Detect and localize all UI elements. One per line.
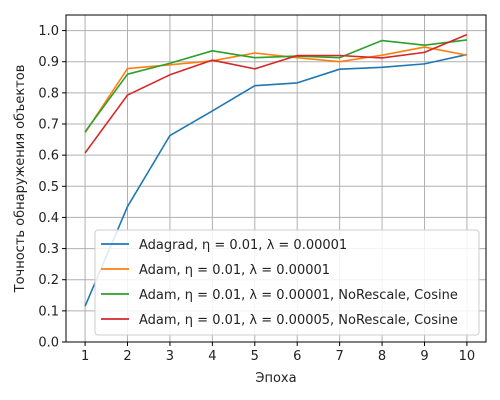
x-tick-label: 9 bbox=[420, 349, 428, 364]
y-tick-label: 0.3 bbox=[38, 242, 59, 257]
y-tick-label: 0.8 bbox=[38, 86, 59, 101]
x-tick-label: 7 bbox=[335, 349, 343, 364]
y-axis: 0.0 0.1 0.2 0.3 0.4 0.5 0.6 0.7 0.8 0.9 1.0 bbox=[38, 24, 66, 351]
legend-label: Adagrad, η = 0.01, λ = 0.00001 bbox=[139, 238, 347, 253]
y-tick-label: 0.9 bbox=[38, 55, 59, 70]
legend-label: Adam, η = 0.01, λ = 0.00001, NoRescale, … bbox=[139, 288, 458, 303]
x-tick-label: 8 bbox=[378, 349, 386, 364]
y-tick-label: 0.5 bbox=[38, 180, 59, 195]
x-tick-label: 1 bbox=[81, 349, 89, 364]
y-tick-label: 0.2 bbox=[38, 273, 59, 288]
y-tick-label: 0.0 bbox=[38, 336, 59, 351]
series-lines bbox=[84, 33, 468, 307]
series-line-3 bbox=[84, 39, 468, 133]
series-line-2 bbox=[84, 46, 468, 134]
y-tick-label: 1.0 bbox=[38, 24, 59, 39]
legend-label: Adam, η = 0.01, λ = 0.00001 bbox=[139, 263, 330, 278]
x-tick-label: 6 bbox=[293, 349, 301, 364]
plot-frame bbox=[65, 14, 487, 343]
legend: Adagrad, η = 0.01, λ = 0.00001 Adam, η = … bbox=[94, 229, 480, 336]
legend-box bbox=[94, 229, 480, 336]
y-tick-label: 0.7 bbox=[38, 118, 59, 133]
x-tick-label: 10 bbox=[459, 349, 476, 364]
series-line-4 bbox=[84, 33, 468, 154]
x-tick-label: 4 bbox=[208, 349, 216, 364]
y-tick-label: 0.6 bbox=[38, 149, 59, 164]
legend-label: Adam, η = 0.01, λ = 0.00005, NoRescale, … bbox=[139, 313, 458, 328]
y-axis-label: Точность обнаружения объектов bbox=[13, 65, 28, 294]
y-tick-label: 0.1 bbox=[38, 304, 59, 319]
x-axis-label: Эпоха bbox=[255, 371, 296, 386]
x-tick-label: 3 bbox=[166, 349, 174, 364]
series-line-1 bbox=[84, 53, 468, 307]
x-tick-label: 5 bbox=[251, 349, 259, 364]
x-tick-label: 2 bbox=[123, 349, 131, 364]
x-axis: 1 2 3 4 5 6 7 8 9 10 bbox=[81, 342, 475, 364]
y-tick-label: 0.4 bbox=[38, 211, 59, 226]
